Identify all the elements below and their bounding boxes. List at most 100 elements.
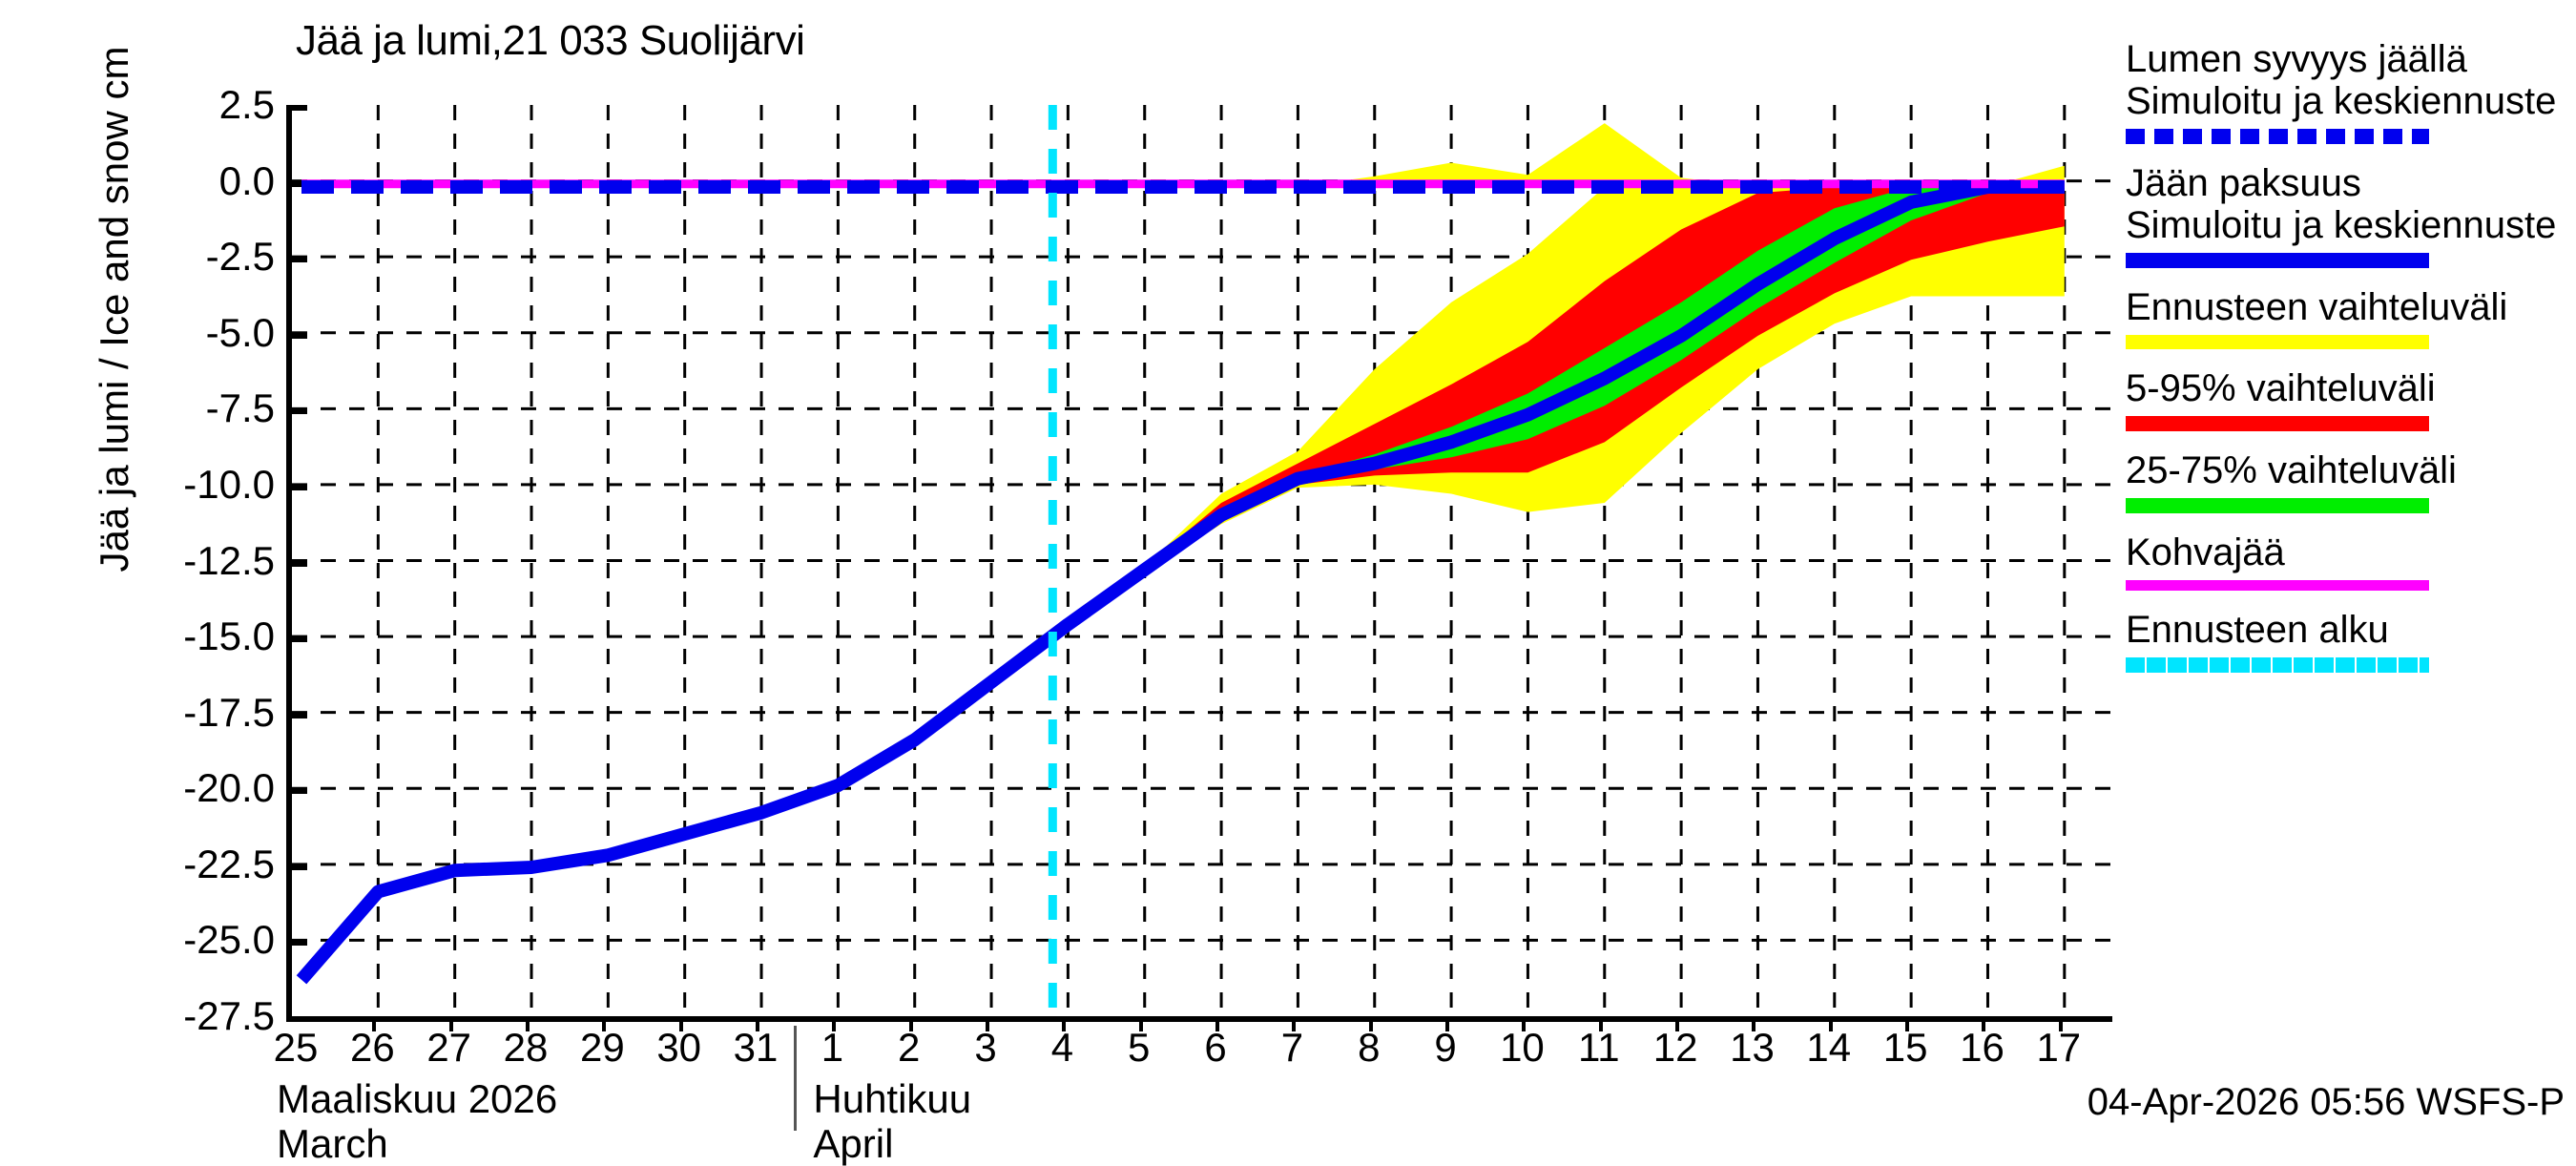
legend-item[interactable]: Ennusteen alku (2126, 609, 2574, 673)
month-separator (794, 1026, 798, 1131)
y-axis-tick-mark (286, 484, 307, 490)
legend-item[interactable]: Lumen syvyys jäällä Simuloitu ja keskienn… (2126, 38, 2574, 144)
x-axis-tick-label: 27 (426, 1025, 472, 1070)
y-axis-tick-label: -2.5 (205, 234, 275, 280)
y-axis-tick-label: -15.0 (183, 614, 275, 659)
x-axis-tick-mark (756, 1016, 760, 1031)
legend-item[interactable]: 25-75% vaihteluväli (2126, 449, 2574, 513)
legend-item-sublabel: Simuloitu ja keskiennuste (2126, 204, 2557, 246)
y-axis-tick-labels: 2.5 0.0 -2.5 -5.0 -7.5 -10.0 -12.5 -15.0 -17.5 -2… (105, 82, 275, 1038)
legend-item[interactable]: Jään paksuus Simuloitu ja keskiennuste (2126, 162, 2574, 268)
legend-swatch (2126, 416, 2429, 431)
x-axis-tick-label: 29 (579, 1025, 625, 1070)
x-axis-tick-label: 4 (1050, 1025, 1074, 1070)
legend-item-label: Lumen syvyys jäällä (2126, 38, 2467, 80)
x-axis-tick-mark (1828, 1016, 1833, 1031)
series-ice-thickness-line (296, 180, 2065, 985)
band-forecast-range-snow (1068, 123, 2065, 187)
x-axis-tick-label: 6 (1204, 1025, 1227, 1070)
x-axis-tick-mark (986, 1016, 990, 1031)
x-axis-tick-label: 14 (1806, 1025, 1852, 1070)
x-axis-tick-labels: 25 26 27 28 29 30 31 1 2 3 4 5 6 7 8 9 10 11 12 13 14 15 16 17 (274, 1025, 2107, 1072)
legend-swatch (2126, 498, 2429, 513)
x-axis-tick-mark (1522, 1016, 1527, 1031)
month-label-fi: Huhtikuu (813, 1076, 972, 1121)
y-axis-tick-label: -25.0 (183, 917, 275, 963)
x-axis-tick-label: 5 (1128, 1025, 1151, 1070)
x-axis-tick-label: 16 (1960, 1025, 2005, 1070)
y-axis-tick-label: -17.5 (183, 689, 275, 735)
y-axis-tick-mark (286, 257, 307, 263)
x-axis-tick-label: 15 (1882, 1025, 1928, 1070)
legend-item-label: Ennusteen alku (2126, 609, 2389, 651)
y-axis-tick-mark (286, 560, 307, 567)
legend-item-label: Jään paksuus (2126, 162, 2361, 204)
y-axis-tick-mark (286, 636, 307, 643)
x-axis-tick-mark (1138, 1016, 1143, 1031)
x-axis-tick-mark (1675, 1016, 1680, 1031)
x-axis-tick-mark (372, 1016, 377, 1031)
legend-item[interactable]: 5-95% vaihteluväli (2126, 367, 2574, 431)
legend: Lumen syvyys jäällä Simuloitu ja keskienn… (2126, 38, 2574, 691)
legend-item-sublabel: Simuloitu ja keskiennuste (2126, 80, 2557, 122)
y-axis-tick-mark (286, 332, 307, 339)
x-axis-tick-mark (1062, 1016, 1067, 1031)
legend-item-label: 25-75% vaihteluväli (2126, 449, 2457, 491)
x-axis-tick-label: 11 (1577, 1025, 1620, 1070)
x-axis-tick-mark (1905, 1016, 1910, 1031)
legend-swatch (2126, 129, 2429, 144)
x-axis-tick-mark (1445, 1016, 1450, 1031)
legend-swatch (2126, 335, 2429, 349)
plot-svg (292, 105, 2112, 1016)
x-axis-tick-label: 31 (733, 1025, 779, 1070)
x-axis-tick-label: 7 (1280, 1025, 1304, 1070)
x-axis-tick-label: 13 (1730, 1025, 1775, 1070)
month-label-fi: Maaliskuu 2026 (277, 1076, 558, 1121)
x-axis-tick-mark (448, 1016, 453, 1031)
y-axis-label-wrapper: Jää ja lumi / Ice and snow cm (0, 0, 136, 1011)
legend-swatch (2126, 657, 2429, 673)
y-axis-tick-label: -10.0 (183, 461, 275, 507)
y-axis-tick-mark (286, 864, 307, 870)
y-axis-tick-mark (286, 712, 307, 718)
legend-item[interactable]: Kohvajää (2126, 531, 2574, 591)
x-axis-tick-mark (1292, 1016, 1297, 1031)
month-label-block: Huhtikuu April (813, 1076, 971, 1166)
x-axis-tick-label: 25 (273, 1025, 319, 1070)
y-axis-tick-label: -22.5 (183, 841, 275, 886)
x-axis-tick-label: 1 (821, 1025, 844, 1070)
x-axis-tick-mark (832, 1016, 837, 1031)
footer-timestamp: 04-Apr-2026 05:56 WSFS-P (2087, 1081, 2565, 1123)
legend-item-label: Kohvajää (2126, 531, 2285, 573)
y-axis-tick-mark (286, 180, 307, 187)
y-axis-tick-mark (286, 788, 307, 795)
month-label-en: April (813, 1121, 894, 1166)
legend-item-label: Ennusteen vaihteluväli (2126, 286, 2508, 328)
x-axis-tick-label: 28 (503, 1025, 549, 1070)
legend-swatch (2126, 253, 2429, 268)
x-axis-tick-label: 3 (974, 1025, 997, 1070)
x-axis-tick-label: 8 (1358, 1025, 1381, 1070)
x-axis-tick-mark (2058, 1016, 2063, 1031)
y-axis-tick-label: 2.5 (218, 82, 275, 127)
x-axis-tick-mark (1752, 1016, 1756, 1031)
x-axis-tick-label: 30 (656, 1025, 702, 1070)
y-axis-tick-mark (286, 940, 307, 947)
x-axis-tick-marks (286, 1016, 2107, 1037)
band-25-75-range (1068, 187, 2065, 625)
y-axis-tick-label: -12.5 (183, 537, 275, 583)
x-axis-tick-label: 9 (1434, 1025, 1457, 1070)
x-axis-tick-mark (1368, 1016, 1373, 1031)
x-axis-tick-label: 17 (2036, 1025, 2082, 1070)
x-axis-tick-label: 26 (349, 1025, 395, 1070)
month-label-en: March (277, 1121, 388, 1166)
y-axis-tick-mark (286, 408, 307, 415)
legend-item[interactable]: Ennusteen vaihteluväli (2126, 286, 2574, 349)
x-axis-tick-mark (526, 1016, 530, 1031)
x-axis-tick-label: 12 (1652, 1025, 1698, 1070)
y-axis-tick-label: -5.0 (205, 309, 275, 355)
plot-area (286, 105, 2112, 1022)
x-axis-tick-label: 10 (1500, 1025, 1545, 1070)
x-axis-tick-mark (1215, 1016, 1220, 1031)
